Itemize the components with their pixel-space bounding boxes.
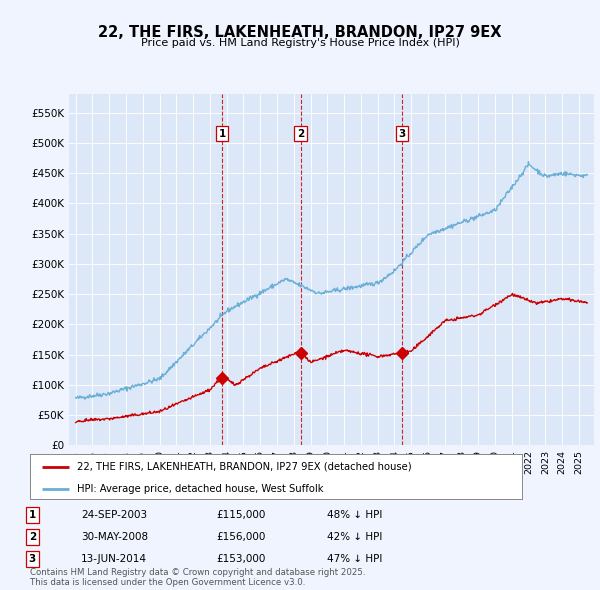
Text: £115,000: £115,000 [216,510,265,520]
Text: 24-SEP-2003: 24-SEP-2003 [81,510,147,520]
Text: 47% ↓ HPI: 47% ↓ HPI [327,554,382,563]
Text: £156,000: £156,000 [216,532,265,542]
Text: Contains HM Land Registry data © Crown copyright and database right 2025.
This d: Contains HM Land Registry data © Crown c… [30,568,365,587]
Text: 3: 3 [398,129,406,139]
Text: 22, THE FIRS, LAKENHEATH, BRANDON, IP27 9EX: 22, THE FIRS, LAKENHEATH, BRANDON, IP27 … [98,25,502,40]
Text: 3: 3 [29,554,36,563]
Text: 48% ↓ HPI: 48% ↓ HPI [327,510,382,520]
Text: 42% ↓ HPI: 42% ↓ HPI [327,532,382,542]
Text: 1: 1 [29,510,36,520]
Text: Price paid vs. HM Land Registry's House Price Index (HPI): Price paid vs. HM Land Registry's House … [140,38,460,48]
Text: 30-MAY-2008: 30-MAY-2008 [81,532,148,542]
Text: HPI: Average price, detached house, West Suffolk: HPI: Average price, detached house, West… [77,484,323,494]
Text: 2: 2 [29,532,36,542]
Text: 2: 2 [297,129,304,139]
Text: 13-JUN-2014: 13-JUN-2014 [81,554,147,563]
Text: 1: 1 [218,129,226,139]
Text: £153,000: £153,000 [216,554,265,563]
Text: 22, THE FIRS, LAKENHEATH, BRANDON, IP27 9EX (detached house): 22, THE FIRS, LAKENHEATH, BRANDON, IP27 … [77,462,412,471]
